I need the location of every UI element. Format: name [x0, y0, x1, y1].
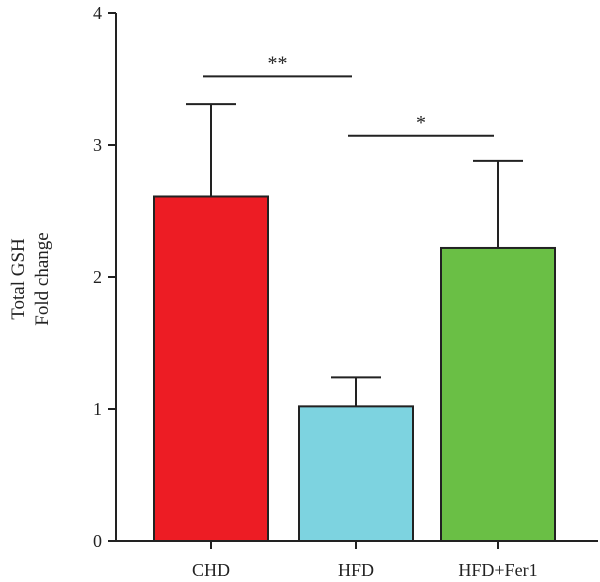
- x-tick-label: HFD+Fer1: [458, 560, 537, 580]
- y-tick-label: 0: [93, 531, 102, 551]
- y-axis-label-line-1: Total GSH: [8, 238, 29, 320]
- y-tick-label: 4: [93, 3, 102, 23]
- x-axis-labels: CHD HFD HFD+Fer1: [192, 541, 538, 580]
- x-tick-label: HFD: [338, 560, 374, 580]
- bar-hfd-fer1: [440, 246, 556, 543]
- significance-brackets: ***: [203, 52, 494, 137]
- bar-chd: [153, 195, 269, 542]
- y-axis-label-line-2: Fold change: [32, 232, 53, 325]
- bars: [153, 195, 556, 543]
- x-tick-label: CHD: [192, 560, 230, 580]
- y-axis-label: Total GSH Fold change: [8, 232, 53, 325]
- error-bars: [186, 103, 523, 407]
- significance-label: **: [268, 52, 288, 74]
- y-tick-label: 2: [93, 267, 102, 287]
- y-tick-label: 3: [93, 135, 102, 155]
- significance-label: *: [416, 112, 426, 134]
- bar-hfd: [298, 405, 414, 542]
- y-tick-label: 1: [93, 399, 102, 419]
